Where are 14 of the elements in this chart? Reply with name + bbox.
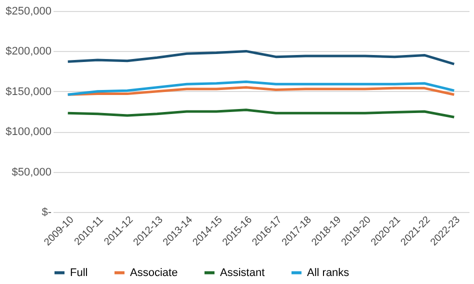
legend-label: All ranks xyxy=(307,266,350,279)
y-tick-label: $150,000 xyxy=(6,86,52,98)
y-tick-label: $- xyxy=(42,206,52,218)
legend-label: Assistant xyxy=(220,266,265,279)
y-tick-label: $250,000 xyxy=(6,6,52,18)
y-tick-label: $50,000 xyxy=(12,166,52,178)
line-series xyxy=(66,80,456,96)
line-series xyxy=(66,108,456,118)
y-tick-label: $100,000 xyxy=(6,126,52,138)
legend-label: Associate xyxy=(130,266,178,279)
line-series xyxy=(66,50,456,66)
line-series xyxy=(66,86,456,96)
y-tick-label: $200,000 xyxy=(6,46,52,58)
legend-label: Full xyxy=(70,266,88,279)
